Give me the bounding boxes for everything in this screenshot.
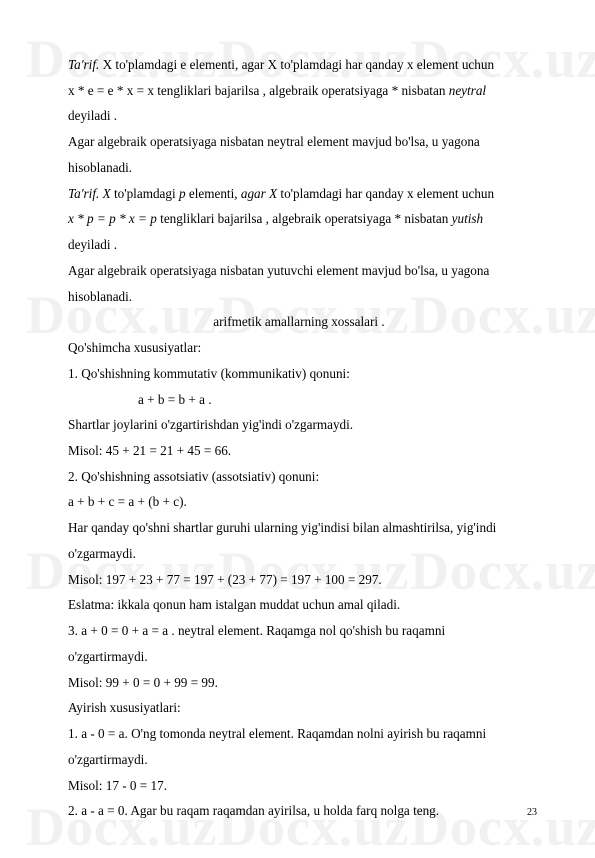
para-3: deyiladi . bbox=[68, 103, 530, 129]
para-12: Qo'shimcha xususiyatlar: bbox=[68, 335, 530, 361]
para-22: Eslatma: ikkala qonun ham istalgan mudda… bbox=[68, 592, 530, 618]
para-18: a + b + c = a + (b + c). bbox=[68, 489, 530, 515]
heading-xossalari: arifmetik amallarning xossalari . bbox=[68, 309, 530, 335]
page-number: 23 bbox=[527, 807, 537, 818]
para-24: o'zgartirmaydi. bbox=[68, 644, 530, 670]
para-2: x * e = e * x = x tengliklari bajarilsa … bbox=[68, 78, 530, 104]
para-1: Ta'rif. X to'plamdagi e elementi, agar X… bbox=[68, 52, 530, 78]
para-25: Misol: 99 + 0 = 0 + 99 = 99. bbox=[68, 670, 530, 696]
para-14: a + b = b + a . bbox=[68, 387, 530, 413]
para-15: Shartlar joylarini o'zgartirishdan yig'i… bbox=[68, 412, 530, 438]
para-23: 3. a + 0 = 0 + a = a . neytral element. … bbox=[68, 618, 530, 644]
para-10: hisoblanadi. bbox=[68, 284, 530, 310]
tarif-1: Ta'rif. bbox=[68, 57, 99, 72]
para-9: Agar algebraik operatsiyaga nisbatan yut… bbox=[68, 258, 530, 284]
para-26: Ayirish xususiyatlari: bbox=[68, 695, 530, 721]
para-21: Misol: 197 + 23 + 77 = 197 + (23 + 77) =… bbox=[68, 567, 530, 593]
para-20: o'zgarmaydi. bbox=[68, 541, 530, 567]
document-body: Ta'rif. X to'plamdagi e elementi, agar X… bbox=[68, 52, 530, 824]
para-16: Misol: 45 + 21 = 21 + 45 = 66. bbox=[68, 438, 530, 464]
para-7: x * p = p * x = p tengliklari bajarilsa … bbox=[68, 206, 530, 232]
para-29: Misol: 17 - 0 = 17. bbox=[68, 773, 530, 799]
para-30: 2. a - a = 0. Agar bu raqam raqamdan ayi… bbox=[68, 798, 530, 824]
para-27: 1. a - 0 = a. O'ng tomonda neytral eleme… bbox=[68, 721, 530, 747]
para-28: o'zgartirmaydi. bbox=[68, 747, 530, 773]
para-5: hisoblanadi. bbox=[68, 155, 530, 181]
para-19: Har qanday qo'shni shartlar guruhi ularn… bbox=[68, 515, 530, 541]
para-8: deyiladi . bbox=[68, 232, 530, 258]
para-17: 2. Qo'shishning assotsiativ (assotsiativ… bbox=[68, 464, 530, 490]
para-6: Ta'rif. X to'plamdagi p elementi, agar X… bbox=[68, 181, 530, 207]
para-4: Agar algebraik operatsiyaga nisbatan ney… bbox=[68, 129, 530, 155]
para-13: 1. Qo'shishning kommutativ (kommunikativ… bbox=[68, 361, 530, 387]
